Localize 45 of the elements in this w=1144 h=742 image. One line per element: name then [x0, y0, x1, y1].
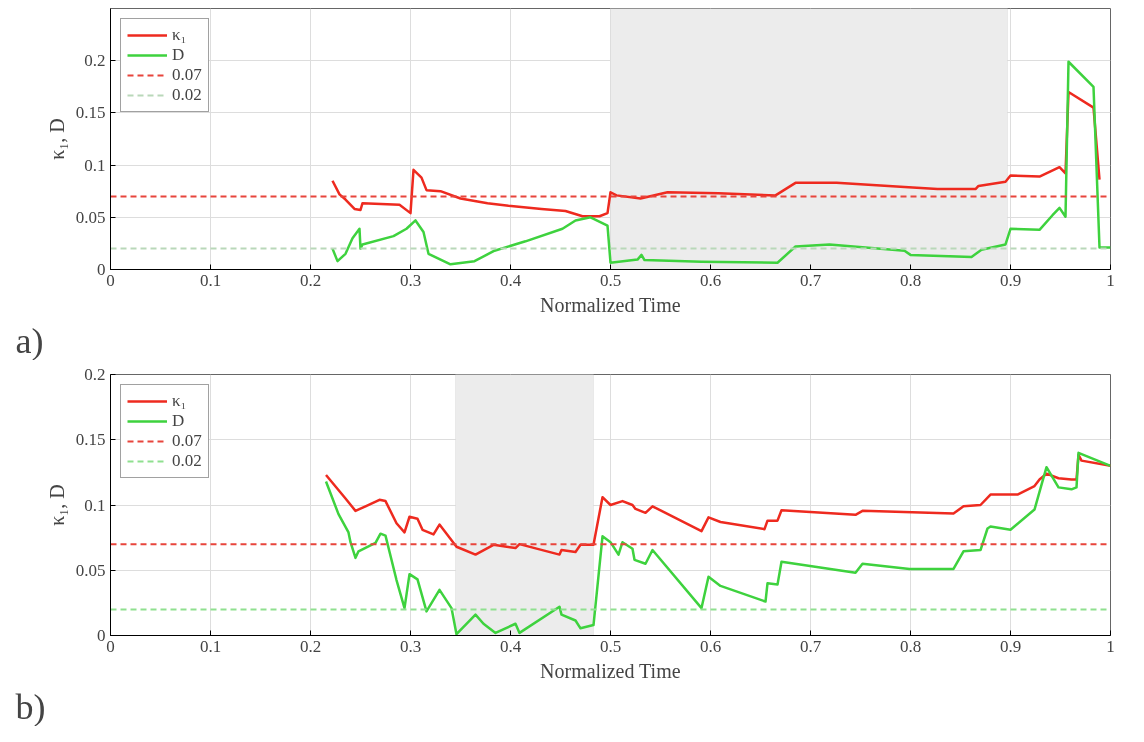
- x-tick-label: 0.3: [399, 636, 422, 656]
- legend-label: 0.07: [172, 431, 202, 451]
- x-tick-label: 0.8: [899, 270, 922, 290]
- x-axis-title: Normalized Time: [540, 293, 681, 316]
- line-series: [324, 451, 1111, 636]
- y-tick-label: 0.1: [84, 495, 106, 515]
- x-tick-label: 0.9: [999, 636, 1022, 656]
- y-tick-label: 0.05: [75, 560, 106, 580]
- y-tick-label: 0.2: [84, 51, 106, 71]
- x-tick-label: 0.3: [399, 270, 422, 290]
- x-tick-label: 0.2: [299, 636, 322, 656]
- x-tick-label: 1: [1106, 636, 1115, 656]
- legend-label: 0.02: [172, 451, 202, 471]
- x-tick-label: 0.6: [699, 270, 722, 290]
- y-tick-label: 0.2: [84, 365, 106, 384]
- y-axis-title: κ₁, D: [45, 118, 68, 160]
- text: a): [15, 320, 44, 361]
- legend-label: 0.07: [172, 65, 202, 85]
- x-axis-title: Normalized Time: [540, 659, 681, 682]
- legend-label: κ₁: [172, 25, 188, 45]
- text: b): [15, 686, 46, 727]
- y-tick-label: 0.15: [75, 103, 106, 123]
- y-tick-label: 0.05: [75, 207, 106, 227]
- x-tick-label: 0.1: [199, 270, 222, 290]
- x-tick-label: 0.4: [499, 270, 522, 290]
- x-tick-label: 0.7: [799, 270, 822, 290]
- x-tick-label: 0.8: [899, 636, 922, 656]
- x-tick-label: 0.1: [199, 636, 222, 656]
- x-tick-label: 1: [1106, 270, 1115, 290]
- x-tick-label: 0.6: [699, 636, 722, 656]
- x-tick-label: 0.5: [599, 636, 622, 656]
- x-tick-label: 0.4: [499, 636, 522, 656]
- legend-label: D: [172, 45, 186, 65]
- x-tick-label: 0.9: [999, 270, 1022, 290]
- line-series: [324, 453, 1111, 556]
- legend-label: 0.02: [172, 85, 202, 105]
- line-series: [331, 60, 1111, 266]
- y-axis-title: κ₁, D: [45, 484, 68, 526]
- x-tick-label: 0.7: [799, 636, 822, 656]
- y-tick-label: 0.1: [84, 155, 106, 175]
- x-tick-label: 0.2: [299, 270, 322, 290]
- x-tick-label: 0.5: [599, 270, 622, 290]
- legend-label: κ₁: [172, 391, 188, 411]
- legend-label: D: [172, 411, 186, 431]
- y-tick-label: 0.15: [75, 430, 106, 450]
